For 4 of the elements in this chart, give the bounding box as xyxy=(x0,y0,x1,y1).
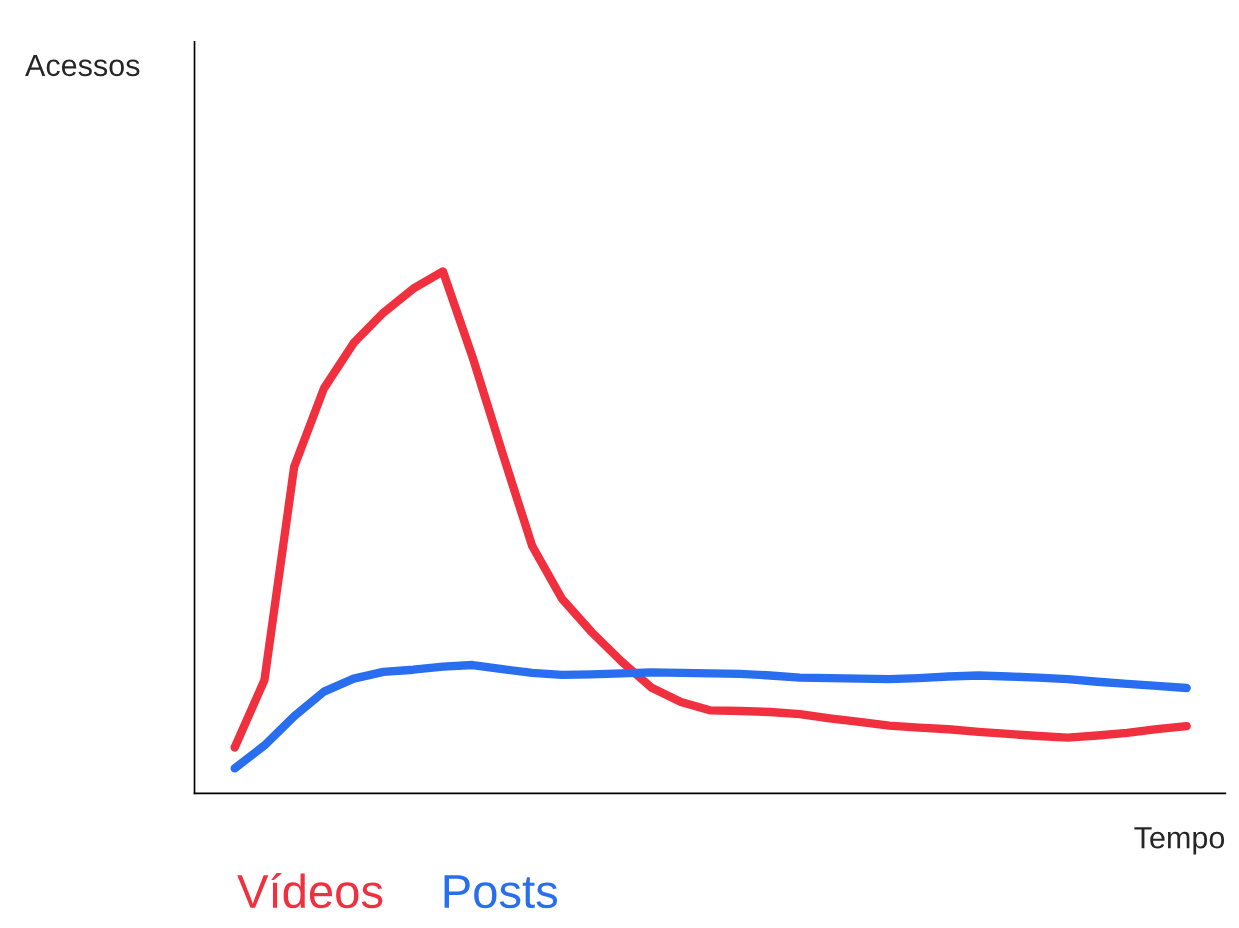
x-axis-title: Tempo xyxy=(1134,827,1225,855)
text: Vídeos xyxy=(237,872,383,909)
text: Acessos xyxy=(25,54,140,77)
text: Posts xyxy=(444,875,558,909)
